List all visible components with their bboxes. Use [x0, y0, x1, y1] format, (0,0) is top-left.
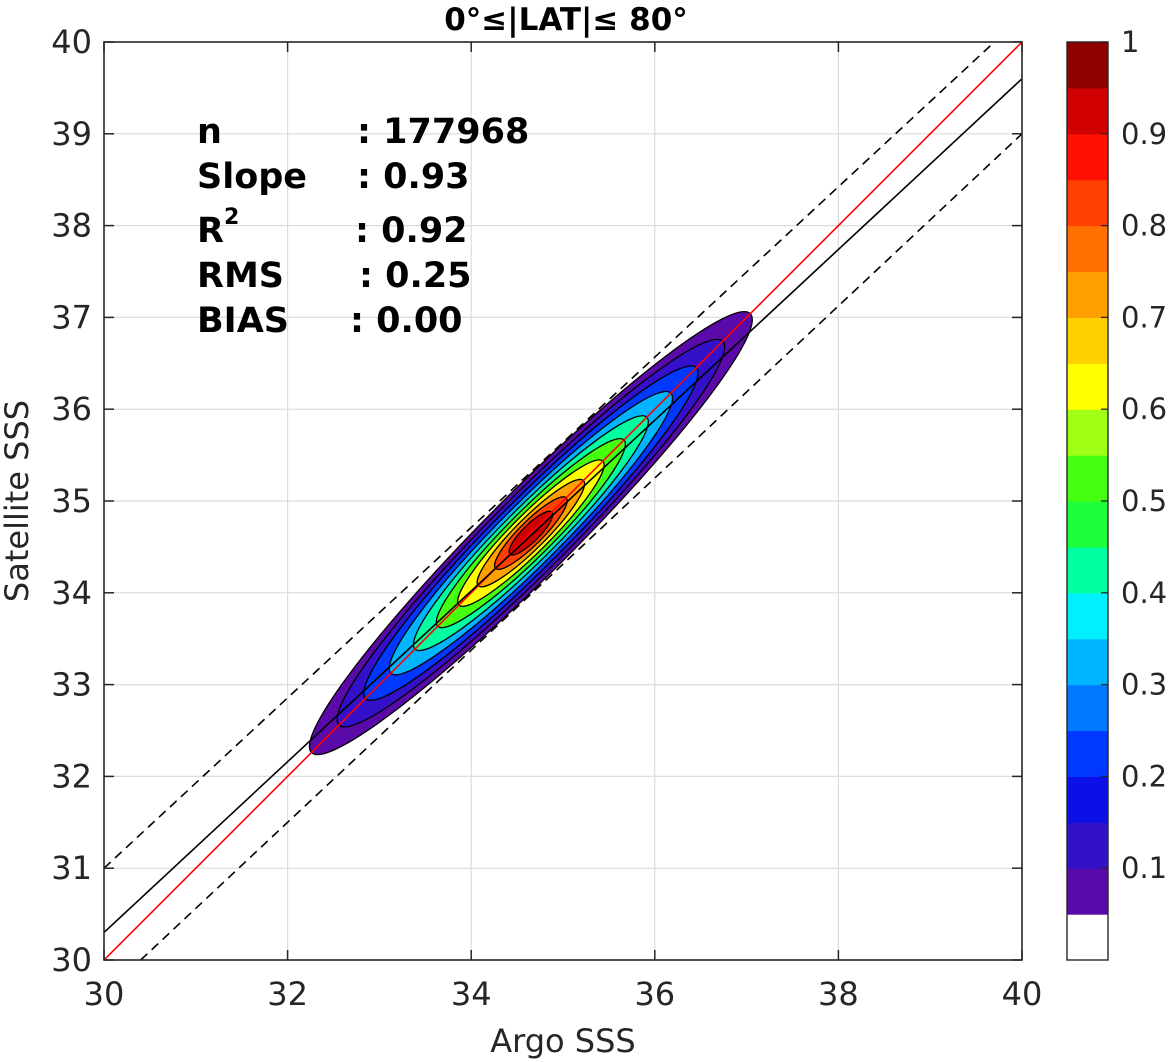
stat-label-bias: BIAS — [197, 301, 289, 341]
colorbar-segment — [1067, 317, 1108, 364]
line-upper-bound — [104, 42, 996, 869]
y-tick-label: 31 — [51, 849, 92, 887]
colorbar-tick-label: 0.5 — [1121, 484, 1167, 518]
colorbar-segment — [1067, 914, 1108, 961]
grid-lines — [104, 42, 1022, 960]
colorbar-segment — [1067, 455, 1108, 502]
x-tick-label: 38 — [818, 975, 859, 1013]
statistics-box: n : 177968 Slope : 0.93 R2 : 0.92 RMS : … — [197, 112, 529, 341]
colorbar-segment — [1067, 638, 1108, 686]
line-one-to-one — [104, 42, 1022, 960]
colorbar-segment — [1067, 409, 1108, 456]
colorbar-tick-label: 0.3 — [1121, 668, 1167, 702]
colorbar-tick-label: 0.6 — [1121, 392, 1167, 426]
colorbar-tick-label: 0.1 — [1121, 851, 1167, 885]
x-tick-label: 36 — [634, 975, 675, 1013]
y-tick-label: 35 — [51, 482, 92, 520]
y-tick-label: 37 — [51, 298, 92, 336]
colorbar-tick-label: 1 — [1121, 25, 1139, 59]
colorbar-tick-label: 0.2 — [1121, 759, 1167, 793]
stat-label-slope: Slope — [197, 157, 307, 197]
y-tick-label: 32 — [51, 757, 92, 795]
y-tick-label: 30 — [51, 941, 92, 979]
colorbar-segment — [1067, 776, 1108, 823]
stat-value-slope: : 0.93 — [357, 157, 470, 197]
colorbar-segment — [1067, 87, 1108, 135]
y-axis-label: Satellite SSS — [0, 400, 36, 602]
stat-label-r-superscript: 2 — [224, 205, 239, 230]
colorbar-segment — [1067, 546, 1108, 594]
stat-label-r2: R2 — [197, 205, 239, 251]
colorbar: 0.1 0.2 0.3 0.4 0.5 0.6 0.7 0.8 0.9 1 — [1066, 25, 1167, 961]
y-tick-label: 40 — [51, 23, 92, 61]
line-regression — [104, 78, 1022, 934]
y-tick-label: 36 — [51, 390, 92, 428]
y-tick-label: 39 — [51, 115, 92, 153]
colorbar-segment — [1067, 868, 1108, 915]
colorbar-segment — [1067, 501, 1108, 548]
stat-label-n: n — [197, 112, 222, 152]
colorbar-segment — [1067, 822, 1108, 869]
colorbar-tick-label: 0.8 — [1121, 209, 1167, 243]
stat-value-bias: : 0.00 — [350, 301, 463, 341]
x-tick-label: 30 — [84, 975, 125, 1013]
colorbar-tick-label: 0.7 — [1121, 300, 1167, 334]
colorbar-tick-label: 0.4 — [1121, 576, 1167, 610]
x-tick-label: 32 — [267, 975, 308, 1013]
colorbar-segment — [1067, 363, 1108, 410]
reference-lines — [104, 42, 1022, 960]
colorbar-segment — [1067, 684, 1108, 732]
colorbar-segment — [1067, 271, 1108, 318]
x-axis-label: Argo SSS — [490, 1022, 635, 1060]
line-lower-bound — [140, 133, 1022, 960]
colorbar-segment — [1067, 225, 1108, 273]
stat-value-r2: : 0.92 — [355, 211, 468, 251]
chart-title: 0°≤|LAT|≤ 80° — [444, 2, 688, 38]
x-tick-label: 34 — [451, 975, 492, 1013]
stat-label-rms: RMS — [197, 256, 284, 296]
y-tick-label: 33 — [51, 666, 92, 704]
axis-ticks: 30 32 34 36 38 40 30 31 32 33 34 35 36 37 38 39 40 — [51, 23, 1042, 1013]
colorbar-segment — [1067, 592, 1108, 640]
stat-value-n: : 177968 — [357, 112, 529, 152]
colorbar-segment — [1067, 730, 1108, 777]
y-tick-label: 38 — [51, 207, 92, 245]
stat-value-rms: : 0.25 — [359, 256, 472, 296]
colorbar-tick-label: 0.9 — [1121, 117, 1167, 151]
y-tick-label: 34 — [51, 574, 92, 612]
stat-label-r: R — [197, 211, 224, 251]
x-tick-label: 40 — [1002, 975, 1043, 1013]
colorbar-segment — [1067, 42, 1108, 89]
colorbar-segment — [1067, 133, 1108, 181]
colorbar-segment — [1067, 179, 1108, 227]
